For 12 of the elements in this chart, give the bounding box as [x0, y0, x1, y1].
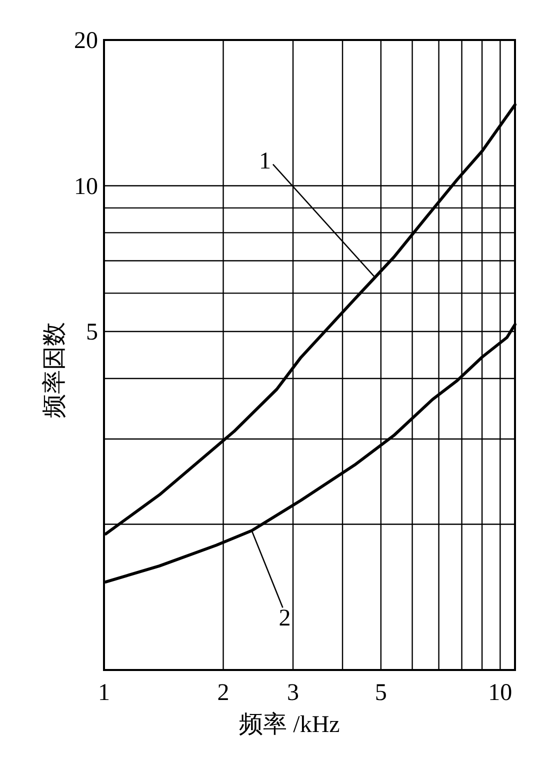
x-axis-title: 频率 /kHz — [239, 711, 340, 738]
y-axis-title: 频率因数 — [41, 322, 68, 418]
y-tick-label: 20 — [74, 28, 98, 54]
annotation: 1 — [258, 148, 271, 174]
y-tick-label: 5 — [86, 320, 98, 346]
x-tick-label: 2 — [217, 680, 230, 706]
annotation: 2 — [278, 606, 291, 632]
x-tick-label: 5 — [374, 680, 387, 706]
x-tick-label: 1 — [98, 680, 110, 706]
x-tick-label: 3 — [287, 680, 300, 706]
x-tick-label: 10 — [488, 680, 512, 706]
y-tick-label: 10 — [74, 174, 98, 200]
